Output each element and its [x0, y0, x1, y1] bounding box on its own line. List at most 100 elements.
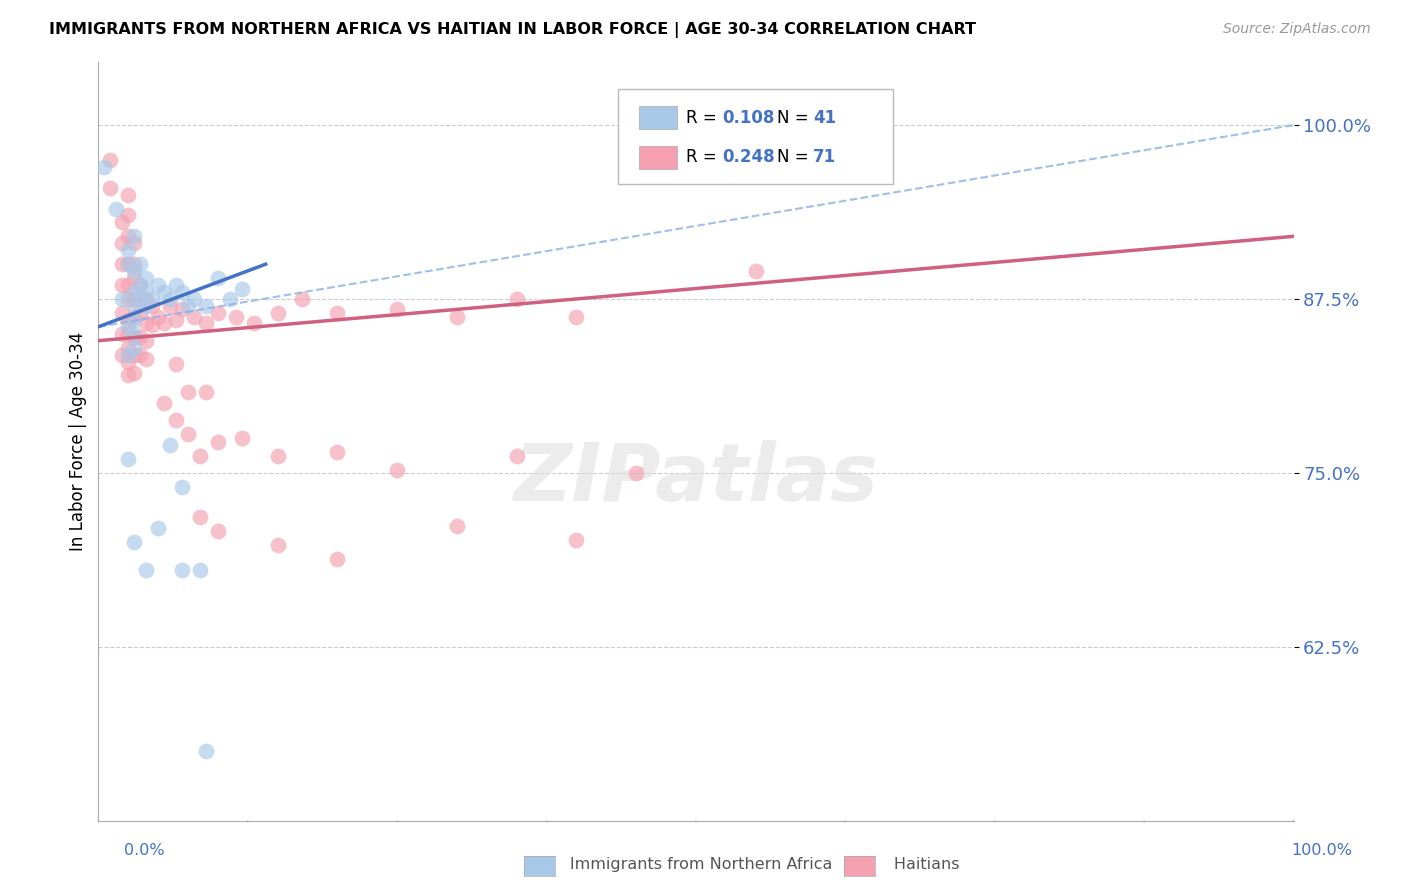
Text: N =: N =	[778, 109, 814, 127]
Point	[291, 292, 314, 306]
Point	[124, 292, 146, 306]
Point	[267, 306, 290, 320]
Point	[165, 278, 187, 293]
Point	[124, 229, 146, 244]
Point	[506, 449, 529, 463]
Point	[188, 563, 211, 577]
Point	[124, 264, 146, 278]
Point	[117, 244, 139, 258]
Point	[195, 299, 218, 313]
Point	[326, 445, 349, 459]
Point	[129, 329, 152, 343]
Point	[111, 215, 134, 229]
Point	[326, 306, 349, 320]
Point	[117, 209, 139, 223]
Point	[129, 257, 152, 271]
Point	[159, 292, 181, 306]
Point	[267, 538, 290, 552]
Point	[159, 299, 181, 313]
Point	[111, 348, 134, 362]
Point	[98, 180, 122, 194]
Point	[111, 306, 134, 320]
Text: ZIPatlas: ZIPatlas	[513, 441, 879, 518]
Text: Immigrants from Northern Africa: Immigrants from Northern Africa	[534, 857, 832, 872]
Point	[195, 316, 218, 330]
Point	[177, 426, 200, 441]
Text: Haitians: Haitians	[858, 857, 959, 872]
Point	[124, 310, 146, 324]
Point	[565, 310, 588, 324]
Point	[207, 524, 229, 539]
Point	[117, 354, 139, 368]
Point	[159, 438, 181, 452]
Point	[231, 282, 253, 296]
Bar	[638, 106, 676, 129]
Point	[195, 385, 218, 400]
Point	[141, 292, 163, 306]
Point	[111, 292, 134, 306]
Point	[172, 301, 194, 316]
Point	[105, 202, 128, 216]
Point	[165, 313, 187, 327]
Text: N =: N =	[778, 148, 814, 166]
Point	[153, 285, 176, 299]
Text: 71: 71	[813, 148, 837, 166]
Text: 0.108: 0.108	[723, 109, 775, 127]
Point	[326, 552, 349, 566]
Point	[188, 510, 211, 524]
Point	[141, 318, 163, 333]
Point	[745, 264, 768, 278]
Point	[135, 271, 157, 285]
Point	[124, 257, 146, 271]
Point	[117, 292, 139, 306]
Point	[135, 563, 157, 577]
Point	[129, 306, 152, 320]
Point	[385, 301, 409, 316]
Point	[129, 278, 152, 293]
Point	[207, 271, 229, 285]
Text: 0.248: 0.248	[723, 148, 775, 166]
Point	[111, 257, 134, 271]
Point	[243, 316, 266, 330]
Point	[129, 348, 152, 362]
Text: R =: R =	[686, 109, 723, 127]
Point	[124, 326, 146, 341]
Point	[135, 292, 157, 306]
Point	[148, 310, 170, 324]
Point	[124, 271, 146, 285]
Point	[195, 744, 218, 758]
Point	[117, 319, 139, 334]
Point	[124, 285, 146, 299]
Point	[111, 278, 134, 293]
Point	[117, 341, 139, 355]
Text: R =: R =	[686, 148, 723, 166]
Point	[117, 278, 139, 293]
Point	[267, 449, 290, 463]
Point	[111, 326, 134, 341]
Point	[148, 278, 170, 293]
Point	[172, 480, 194, 494]
Point	[446, 518, 468, 533]
Y-axis label: In Labor Force | Age 30-34: In Labor Force | Age 30-34	[69, 332, 87, 551]
Point	[111, 236, 134, 251]
Point	[124, 236, 146, 251]
Point	[153, 316, 176, 330]
Point	[117, 187, 139, 202]
Point	[135, 351, 157, 366]
Point	[565, 533, 588, 547]
Point	[172, 563, 194, 577]
Point	[188, 449, 211, 463]
Point	[117, 348, 139, 362]
Point	[135, 299, 157, 313]
Point	[98, 153, 122, 167]
Point	[124, 313, 146, 327]
Point	[153, 396, 176, 410]
Point	[129, 278, 152, 293]
Point	[165, 413, 187, 427]
Point	[148, 521, 170, 535]
Text: 100.0%: 100.0%	[1292, 843, 1353, 858]
Text: Source: ZipAtlas.com: Source: ZipAtlas.com	[1223, 22, 1371, 37]
Point	[129, 292, 152, 306]
Point	[117, 313, 139, 327]
Point	[177, 299, 200, 313]
